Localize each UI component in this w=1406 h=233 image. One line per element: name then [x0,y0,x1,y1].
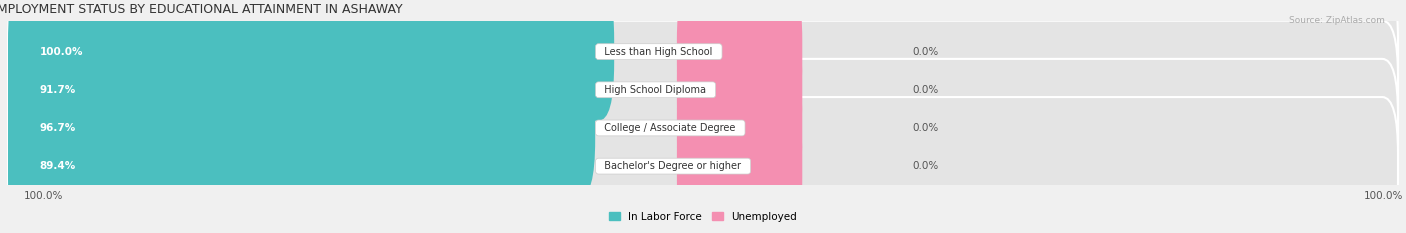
Text: 0.0%: 0.0% [912,47,938,57]
FancyBboxPatch shape [676,97,803,233]
Text: 100.0%: 100.0% [39,47,83,57]
FancyBboxPatch shape [8,97,553,233]
Text: Source: ZipAtlas.com: Source: ZipAtlas.com [1289,16,1385,25]
Text: College / Associate Degree: College / Associate Degree [599,123,742,133]
FancyBboxPatch shape [8,0,614,121]
FancyBboxPatch shape [8,21,567,159]
FancyBboxPatch shape [8,97,1398,233]
Text: 91.7%: 91.7% [39,85,76,95]
Legend: In Labor Force, Unemployed: In Labor Force, Unemployed [605,208,801,226]
Text: EMPLOYMENT STATUS BY EDUCATIONAL ATTAINMENT IN ASHAWAY: EMPLOYMENT STATUS BY EDUCATIONAL ATTAINM… [0,3,402,16]
Text: 96.7%: 96.7% [39,123,76,133]
FancyBboxPatch shape [676,59,803,197]
FancyBboxPatch shape [8,59,1398,197]
FancyBboxPatch shape [8,0,1398,121]
Text: 0.0%: 0.0% [912,123,938,133]
Text: Less than High School: Less than High School [599,47,718,57]
Text: 0.0%: 0.0% [912,85,938,95]
Text: 0.0%: 0.0% [912,161,938,171]
Text: 100.0%: 100.0% [24,191,63,201]
FancyBboxPatch shape [676,21,803,159]
Text: 100.0%: 100.0% [1364,191,1403,201]
FancyBboxPatch shape [8,21,1398,159]
Text: High School Diploma: High School Diploma [599,85,713,95]
FancyBboxPatch shape [8,59,595,197]
Text: 89.4%: 89.4% [39,161,76,171]
FancyBboxPatch shape [676,0,803,121]
Text: Bachelor's Degree or higher: Bachelor's Degree or higher [599,161,748,171]
